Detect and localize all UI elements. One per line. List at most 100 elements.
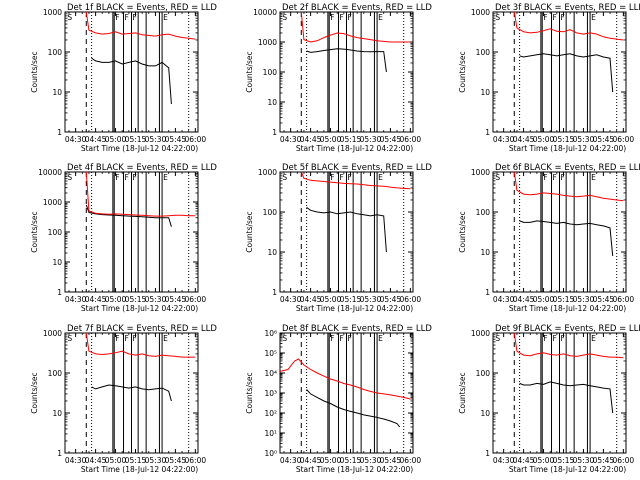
y-tick-label: 10000 — [38, 168, 62, 177]
y-tick-label: 1 — [272, 128, 277, 137]
y-tick-label: 100 — [476, 208, 491, 217]
x-tick-label: 05:15 — [553, 456, 575, 465]
y-tick-label: 10 — [480, 409, 490, 418]
x-axis-label: Start Time (18-Jul-12 04:22:00) — [509, 144, 626, 153]
series-lld — [300, 11, 411, 43]
x-tick-label: 06:00 — [400, 135, 422, 144]
panel-title: Det 2f BLACK = Events, RED = LLD — [282, 3, 432, 13]
series-events — [519, 381, 614, 414]
y-tick-label: 1000 — [471, 168, 490, 177]
series-lld — [513, 332, 624, 359]
panel-title: Det 7f BLACK = Events, RED = LLD — [67, 324, 217, 334]
x-tick-label: 05:30 — [573, 295, 595, 304]
series-lld — [513, 171, 624, 202]
y-tick-label: 1000 — [258, 168, 277, 177]
x-tick-label: 05:15 — [125, 135, 147, 144]
panel-title: Det 6f BLACK = Events, RED = LLD — [495, 163, 640, 173]
panel-7: Det 7f BLACK = Events, RED = LLD 1 10 100 10… — [30, 324, 217, 474]
x-tick-label: 05:00 — [320, 135, 342, 144]
y-axis-label: Counts/sec — [30, 51, 39, 92]
panel-8: Det 8f BLACK = Events, RED = LLD 10⁰ 10¹ 10… — [245, 324, 432, 474]
x-tick-label: 04:45 — [300, 295, 322, 304]
y-tick-label: 1000 — [258, 38, 277, 47]
y-tick-label: 10 — [267, 98, 277, 107]
y-tick-label: 10000 — [253, 8, 277, 17]
y-axis-label: Counts/sec — [245, 51, 254, 92]
x-tick-label: 04:45 — [300, 456, 322, 465]
flag-label: S — [67, 334, 72, 343]
y-axis-label: Counts/sec — [245, 372, 254, 413]
x-tick-label: 05:45 — [380, 456, 402, 465]
y-axis-label: Counts/sec — [30, 211, 39, 252]
y-tick-label: 100 — [48, 48, 63, 57]
x-tick-label: 05:30 — [145, 295, 167, 304]
y-tick-label: 1 — [485, 449, 490, 458]
panel-4: Det 4f BLACK = Events, RED = LLD 1 10 100 10… — [30, 163, 217, 313]
x-tick-label: 05:15 — [340, 456, 362, 465]
y-tick-label: 100 — [48, 369, 63, 378]
panel-title: Det 9f BLACK = Events, RED = LLD — [495, 324, 640, 334]
y-tick-label: 10⁰ — [264, 449, 277, 458]
x-tick-label: 04:45 — [85, 295, 107, 304]
flag-label: E — [591, 334, 596, 343]
flag-label: F — [340, 334, 344, 343]
x-tick-label: 06:00 — [400, 295, 422, 304]
flag-label: F — [561, 13, 565, 22]
x-tick-label: 05:00 — [105, 295, 127, 304]
panel-5: Det 5f BLACK = Events, RED = LLD 1 10 100 10… — [245, 163, 432, 313]
x-tick-label: 05:45 — [165, 135, 187, 144]
y-tick-label: 10⁶ — [264, 329, 277, 338]
panel-1: Det 1f BLACK = Events, RED = LLD 1 10 100 10… — [30, 3, 217, 153]
x-tick-label: 05:45 — [165, 295, 187, 304]
x-tick-label: 05:00 — [533, 295, 555, 304]
y-axis-label: Counts/sec — [458, 211, 467, 252]
flag-label: F — [330, 13, 334, 22]
x-tick-label: 05:15 — [125, 456, 147, 465]
x-tick-label: 05:45 — [165, 456, 187, 465]
flag-label: F — [340, 13, 344, 22]
y-tick-label: 1000 — [43, 8, 62, 17]
flag-label: F — [543, 173, 547, 182]
y-tick-label: 1 — [57, 288, 62, 297]
x-tick-label: 06:00 — [185, 456, 207, 465]
x-tick-label: 06:00 — [400, 456, 422, 465]
x-tick-label: 05:30 — [145, 135, 167, 144]
y-tick-label: 10 — [52, 409, 62, 418]
flag-label: F — [115, 13, 119, 22]
x-tick-label: 04:30 — [280, 295, 302, 304]
flag-label: F — [348, 13, 352, 22]
y-tick-label: 10² — [264, 409, 277, 418]
y-tick-label: 10³ — [264, 389, 277, 398]
x-tick-label: 05:00 — [320, 295, 342, 304]
x-axis-label: Start Time (18-Jul-12 04:22:00) — [81, 144, 198, 153]
x-axis-label: Start Time (18-Jul-12 04:22:00) — [81, 465, 198, 474]
series-lld — [85, 11, 196, 40]
x-tick-label: 05:00 — [533, 456, 555, 465]
x-tick-label: 05:45 — [380, 295, 402, 304]
panel-2: Det 2f BLACK = Events, RED = LLD 1 10 100 10… — [245, 3, 432, 153]
series-events — [85, 204, 172, 227]
y-tick-label: 10 — [267, 248, 277, 257]
series-events — [306, 206, 387, 253]
flag-label: S — [282, 334, 287, 343]
y-tick-label: 1000 — [43, 198, 62, 207]
flag-label: E — [163, 334, 168, 343]
y-tick-label: 1 — [57, 128, 62, 137]
flag-label: F — [133, 13, 137, 22]
series-events — [306, 389, 401, 428]
x-tick-label: 04:45 — [513, 295, 535, 304]
flag-label: E — [378, 173, 383, 182]
flag-label: S — [67, 13, 72, 22]
y-axis-label: Counts/sec — [458, 372, 467, 413]
x-tick-label: 05:15 — [125, 295, 147, 304]
x-tick-label: 05:45 — [593, 456, 615, 465]
series-events — [91, 384, 172, 402]
flag-label: F — [348, 173, 352, 182]
series-lld — [300, 171, 411, 190]
flag-label: F — [561, 173, 565, 182]
y-tick-label: 10¹ — [264, 429, 277, 438]
x-tick-label: 05:30 — [145, 456, 167, 465]
flag-label: S — [67, 173, 72, 182]
flag-label: F — [125, 334, 129, 343]
x-tick-label: 04:30 — [493, 135, 515, 144]
